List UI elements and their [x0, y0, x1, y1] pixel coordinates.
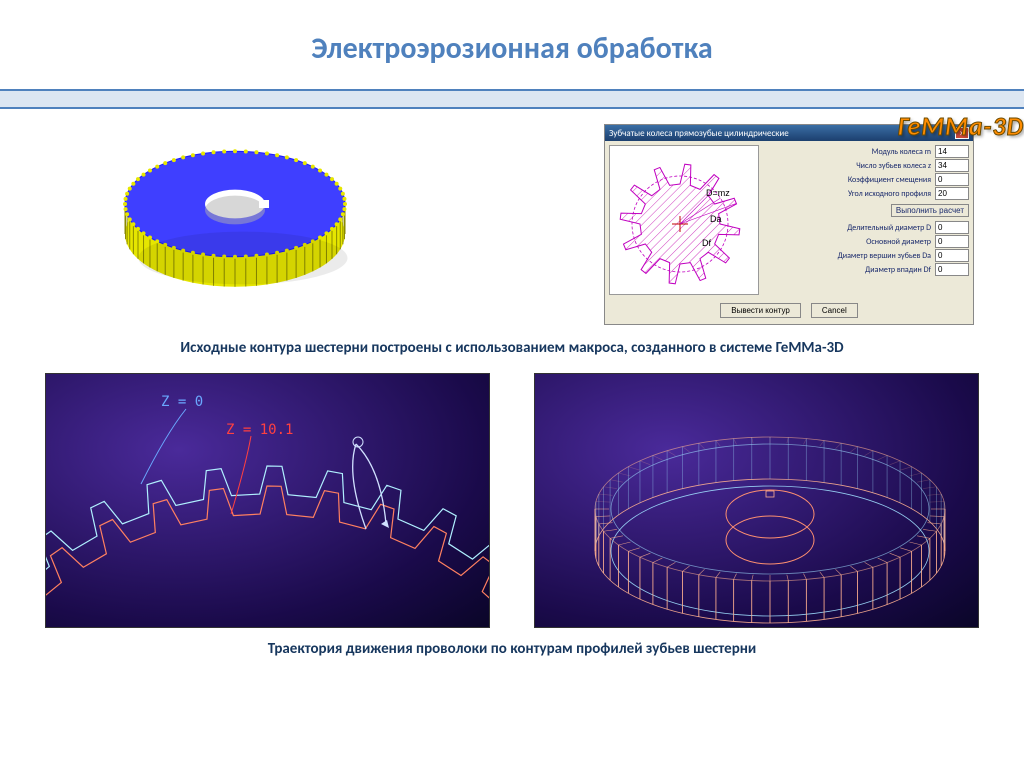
svg-text:Da: Da — [710, 214, 722, 224]
param-label: Диаметр впадин Df — [765, 265, 931, 275]
param-row: Диаметр впадин Df — [765, 263, 969, 276]
svg-text:Df: Df — [702, 238, 711, 248]
z-label-top: Z = 0 — [161, 394, 203, 410]
param-input — [935, 263, 969, 276]
dialog-title-text: Зубчатые колеса прямозубые цилиндрически… — [609, 128, 789, 139]
param-label: Модуль колеса m — [765, 147, 931, 157]
param-row: Основной диаметр — [765, 235, 969, 248]
param-row: Диаметр вершин зубьев Da — [765, 249, 969, 262]
toolpath-full-ring-panel — [534, 373, 979, 628]
param-label: Диаметр вершин зубьев Da — [765, 251, 931, 261]
page-title: Электроэрозионная обработка — [0, 0, 1024, 89]
param-input[interactable] — [935, 187, 969, 200]
accent-bar — [0, 89, 1024, 109]
upper-figure-row: Зубчатые колеса прямозубые цилиндрически… — [0, 109, 1024, 333]
param-input — [935, 249, 969, 262]
caption-lower: Траектория движения проволоки по контура… — [0, 628, 1024, 666]
param-label: Основной диаметр — [765, 237, 931, 247]
cancel-button[interactable]: Cancel — [811, 303, 858, 318]
param-input — [935, 221, 969, 234]
param-row: Коэффициент смещения — [765, 173, 969, 186]
param-row: Модуль колеса m — [765, 145, 969, 158]
lower-figure-row: Z = 0 Z = 10.1 — [0, 365, 1024, 628]
param-label: Делительный диаметр D — [765, 223, 931, 233]
param-label: Угол исходного профиля — [765, 189, 931, 199]
caption-upper: Исходные контура шестерни построены с ис… — [0, 333, 1024, 365]
param-row: Угол исходного профиля — [765, 187, 969, 200]
gear-3d-render — [90, 124, 410, 324]
param-input[interactable] — [935, 159, 969, 172]
z-label-bottom: Z = 10.1 — [226, 422, 293, 438]
dialog-footer: Вывести контур Cancel — [605, 299, 973, 324]
param-row: Число зубьев колеса z — [765, 159, 969, 172]
svg-text:D=mz: D=mz — [706, 188, 730, 198]
gemma-logo: ГеММа-3D — [897, 110, 1024, 142]
gear-params-dialog: Зубчатые колеса прямозубые цилиндрически… — [604, 124, 974, 325]
param-row: Делительный диаметр D — [765, 221, 969, 234]
toolpath-closeup-panel: Z = 0 Z = 10.1 — [45, 373, 490, 628]
param-input[interactable] — [935, 173, 969, 186]
param-label: Коэффициент смещения — [765, 175, 931, 185]
param-input — [935, 235, 969, 248]
param-input[interactable] — [935, 145, 969, 158]
dialog-gear-preview: D=mz Da Df — [609, 145, 759, 295]
param-label: Число зубьев колеса z — [765, 161, 931, 171]
calc-button[interactable]: Выполнить расчет — [891, 204, 969, 217]
export-contour-button[interactable]: Вывести контур — [720, 303, 801, 318]
